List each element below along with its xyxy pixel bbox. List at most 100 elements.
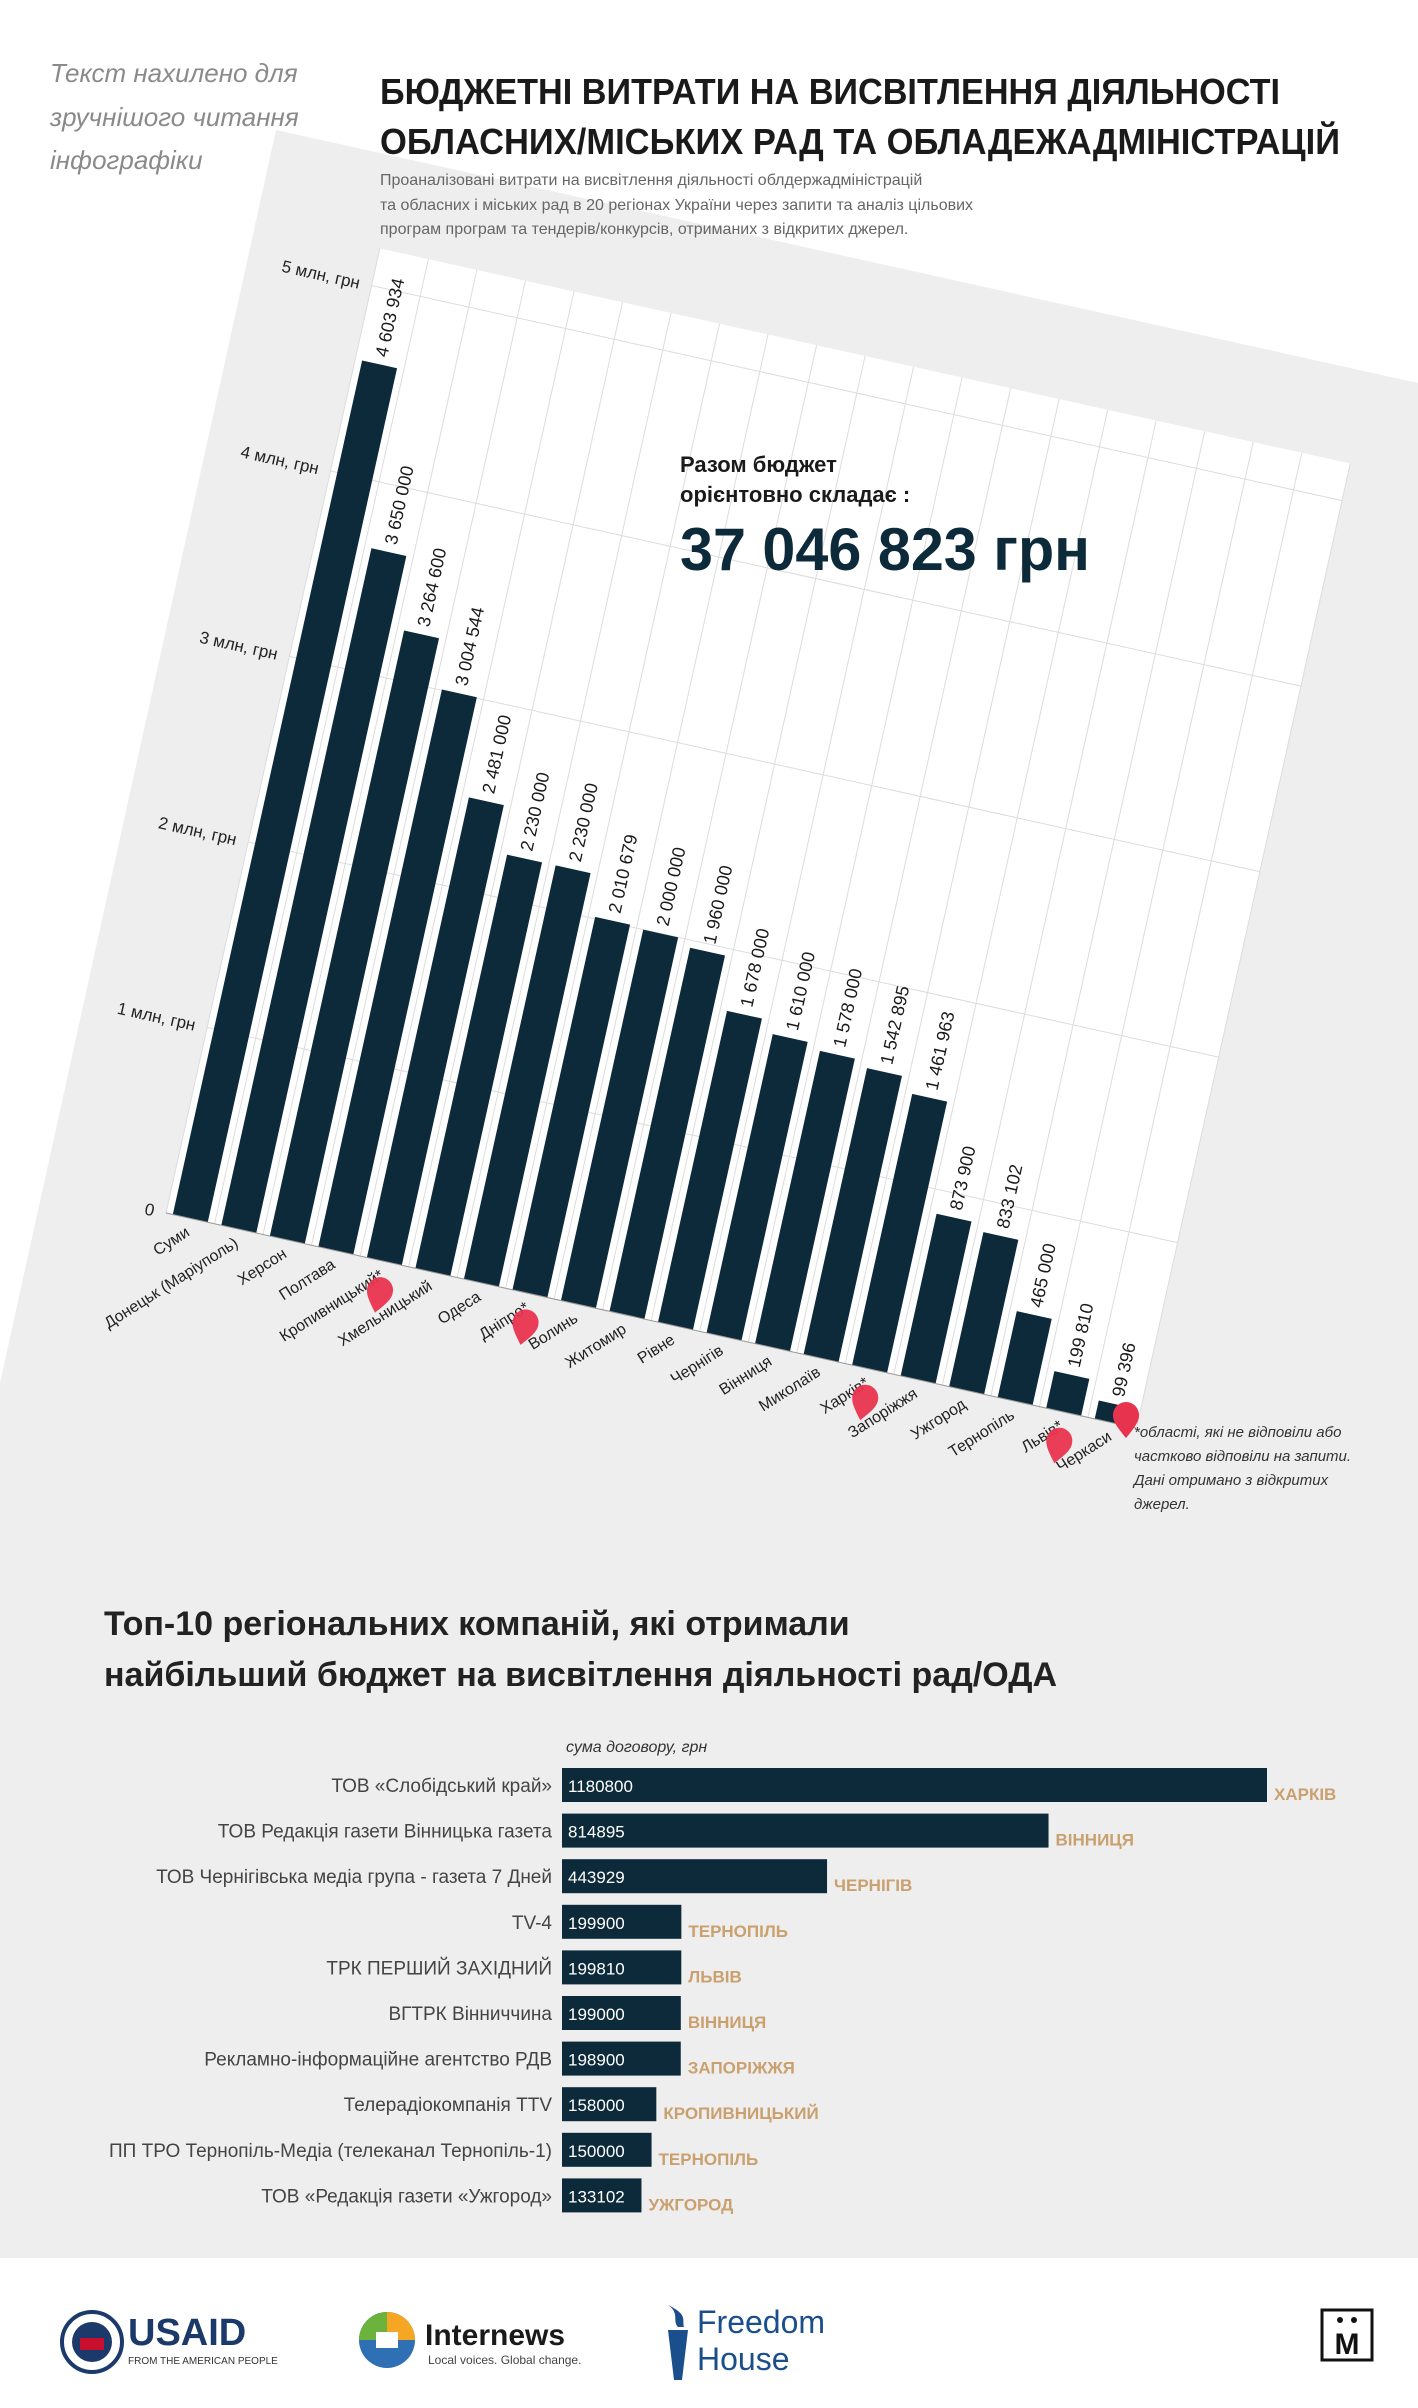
value-label: 199810 <box>568 1959 625 1978</box>
bar <box>852 1093 948 1373</box>
bar <box>562 1904 682 1939</box>
region-label: ВІННИЦЯ <box>688 2013 766 2032</box>
category-divider <box>747 377 963 1343</box>
region-label: ЛЬВІВ <box>688 1967 741 1986</box>
value-label: 443929 <box>568 1868 625 1887</box>
value-label: 150000 <box>568 2142 625 2161</box>
total-value: 37 046 823 грн <box>680 516 1090 583</box>
bar <box>318 689 477 1255</box>
category-divider <box>165 248 381 1214</box>
category-divider <box>1135 463 1351 1429</box>
bar <box>560 929 679 1309</box>
category-divider <box>844 398 1060 1364</box>
bar <box>221 548 407 1234</box>
corner-note-line: інфографіки <box>50 145 203 175</box>
category-divider <box>456 312 672 1278</box>
internews-tagline: Local voices. Global change. <box>428 2353 581 2367</box>
grid-line <box>371 285 1343 502</box>
bar <box>997 1311 1052 1406</box>
region-label: ТЕРНОПІЛЬ <box>688 1922 788 1941</box>
nonresponse-pin <box>1046 1427 1073 1464</box>
bar <box>562 1768 1267 1802</box>
footer: USAID FROM THE AMERICAN PEOPLE Internews… <box>0 2258 1418 2408</box>
bar <box>562 1813 1049 1848</box>
title-line: БЮДЖЕТНІ ВИТРАТИ НА ВИСВІТЛЕННЯ ДІЯЛЬНОС… <box>380 71 1280 112</box>
bar <box>658 1010 762 1330</box>
corner-note-line: Текст нахилено для <box>50 58 298 88</box>
nonresponse-pin <box>366 1277 394 1313</box>
value-label: 1180800 <box>568 1777 633 1796</box>
value-label: 814895 <box>568 1823 625 1842</box>
annotation-line: орієнтовно складає : <box>680 482 910 507</box>
subtitle-line: Проаналізовані витрати на висвітлення ді… <box>380 172 922 189</box>
category-label: TV-4 <box>512 1913 553 1934</box>
footnote-line: джерел. <box>1134 1496 1190 1513</box>
footnote-line: *області, які не відповіли або <box>1134 1424 1341 1441</box>
chart-title-line: найбільший бюджет на висвітлення діяльно… <box>104 1656 1057 1694</box>
badge-frame <box>1320 2308 1374 2362</box>
grid-line <box>330 470 1302 687</box>
bar <box>562 2041 681 2076</box>
annotation-line: Разом бюджет <box>680 452 837 477</box>
category-label: ТРК ПЕРШИЙ ЗАХІДНИЙ <box>326 1957 552 1979</box>
category-divider <box>214 259 429 1224</box>
bar <box>463 865 591 1287</box>
bar <box>803 1068 902 1363</box>
category-divider <box>990 431 1206 1396</box>
region-label: ВІННИЦЯ <box>1056 1831 1134 1850</box>
category-label: ТОВ Редакція газети Вінницька газета <box>218 1822 553 1843</box>
category-divider <box>359 291 575 1257</box>
corner-note-line: зручнішого читання <box>49 102 299 132</box>
bar <box>562 2087 657 2122</box>
category-label: Рекламно-інформаційне агентство РДВ <box>204 2050 552 2071</box>
bar <box>366 797 504 1266</box>
bar <box>415 854 543 1277</box>
nonresponse-pin <box>512 1309 539 1345</box>
category-divider <box>893 409 1109 1375</box>
category-label: ВГТРК Вінниччина <box>388 2004 552 2025</box>
category-divider <box>1038 441 1254 1407</box>
category-divider <box>941 420 1157 1386</box>
category-divider <box>505 323 720 1289</box>
chart-title-line: Топ-10 регіональних компаній, які отрима… <box>104 1605 850 1643</box>
subtitle-line: та обласних і міських рад в 20 регіонах … <box>380 197 973 214</box>
bar <box>562 1950 682 1985</box>
freedom-house-wordmark: Freedom <box>697 2304 825 2340</box>
region-label: ЧЕРНІГІВ <box>834 1876 912 1895</box>
category-label: ТОВ Чернігівська медіа група - газета 7 … <box>156 1867 552 1888</box>
bar <box>562 2178 642 2213</box>
title-line: ОБЛАСНИХ/МІСЬКИХ РАД ТА ОБЛАДЕЖАДМІНІСТР… <box>380 120 1340 162</box>
footnote-line: Дані отримано з відкритих <box>1132 1472 1329 1489</box>
bar <box>609 947 726 1320</box>
bar <box>269 630 440 1244</box>
badge-dot <box>1351 2317 1357 2323</box>
usaid-wordmark: USAID <box>128 2312 246 2354</box>
baseline <box>165 1212 1137 1429</box>
corner-note: Текст нахилено для зручнішого читання ін… <box>49 58 299 175</box>
category-divider <box>408 302 623 1267</box>
usaid-seal-stripe <box>80 2338 104 2350</box>
bar <box>512 916 631 1298</box>
bar <box>949 1232 1019 1395</box>
category-divider <box>602 345 818 1310</box>
bar <box>562 2132 652 2167</box>
category-divider <box>262 269 478 1235</box>
category-label: ТОВ «Слобідський край» <box>331 1776 552 1797</box>
value-label: 199900 <box>568 1914 625 1933</box>
category-label: ТОВ «Редакція газети «Ужгород» <box>261 2186 552 2207</box>
value-label: 158000 <box>568 2096 625 2115</box>
freedom-house-torch <box>668 2305 688 2380</box>
category-divider <box>796 388 1012 1353</box>
x-axis-label: сума договору, грн <box>566 1739 707 1756</box>
bar <box>1046 1371 1090 1416</box>
internews-wordmark: Internews <box>425 2319 565 2352</box>
bar <box>900 1213 972 1384</box>
category-divider <box>699 366 915 1332</box>
value-label: 198900 <box>568 2051 625 2070</box>
badge-dot <box>1337 2317 1343 2323</box>
value-label: 133102 <box>568 2187 625 2206</box>
usaid-tagline: FROM THE AMERICAN PEOPLE <box>128 2356 278 2367</box>
